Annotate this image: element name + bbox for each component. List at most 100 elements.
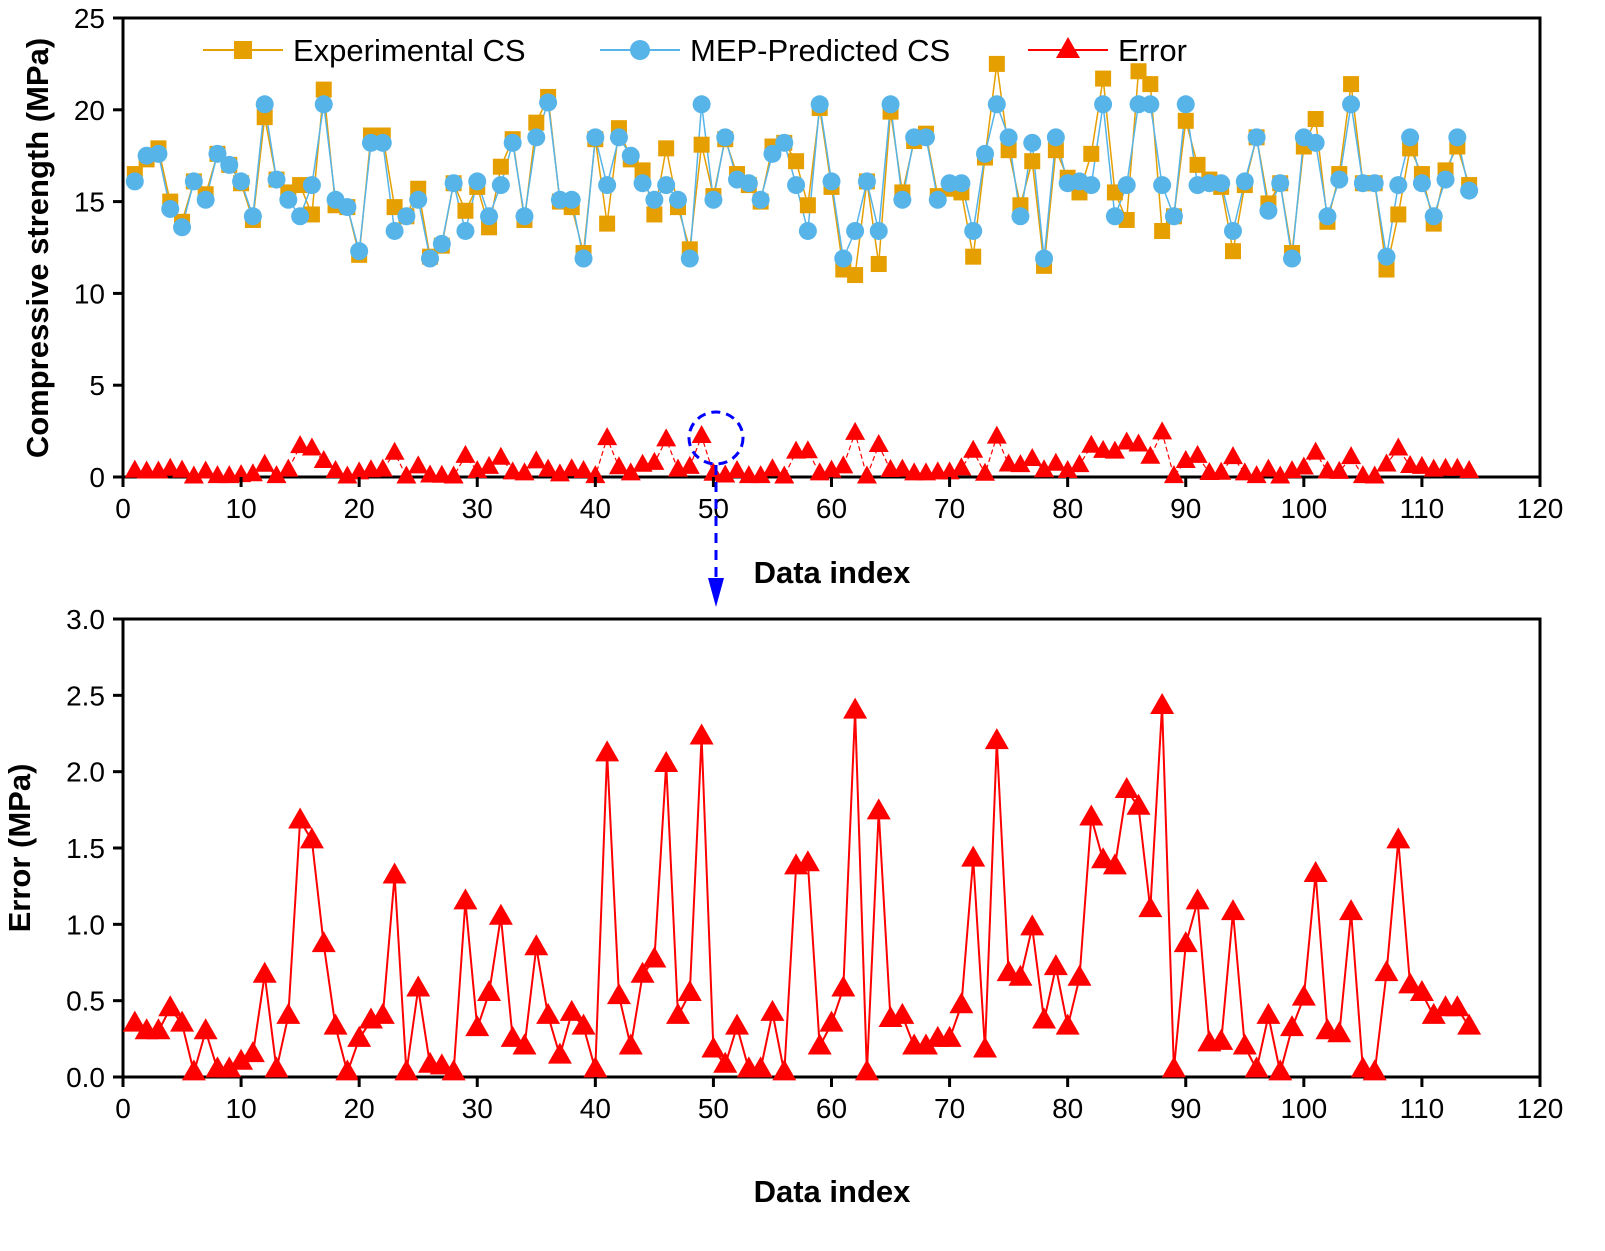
predicted-cs-point [208,144,227,163]
error-point-top [290,435,311,454]
predicted-cs-point [645,190,664,209]
error-point-top [549,463,570,482]
predicted-cs-point [1223,221,1242,240]
top-y-tick-label: 10 [74,278,105,309]
error-point-top [479,455,500,474]
experimental-cs-point [1224,243,1241,260]
bottom-x-tick-label: 120 [1517,1093,1564,1124]
experimental-cs-point [1142,76,1159,93]
error-point-top [750,465,771,484]
predicted-cs-point [515,207,534,226]
predicted-cs-point [1094,95,1113,114]
predicted-cs-point [149,144,168,163]
experimental-cs-point [870,256,887,273]
error-point [1067,964,1092,986]
predicted-cs-point [1365,174,1384,193]
top-x-tick-label: 10 [226,493,257,524]
error-point-top [1163,465,1184,484]
error-point [1398,972,1423,994]
error-point [571,1013,596,1035]
top-plot-frame [121,16,1542,479]
error-point [382,862,407,884]
error-point-top [986,425,1007,444]
experimental-cs-point [1047,142,1064,159]
error-point [1020,914,1045,936]
error-point-top [396,465,417,484]
error-point [276,1002,301,1024]
error-point-top [585,465,606,484]
legend-label-predicted: MEP-Predicted CS [690,33,950,68]
error-point [654,751,679,773]
error-point [323,1013,348,1035]
error-point [595,740,620,762]
error-point [1339,899,1364,921]
top-x-axis-label: Data index [754,555,912,590]
bottom-y-tick-label: 1.5 [66,833,105,864]
error-point-top [715,464,736,483]
experimental-cs-point [1130,63,1147,80]
predicted-cs-point [1283,249,1302,268]
predicted-cs-point [798,221,817,240]
error-point-top [195,460,216,479]
bottom-x-tick-label: 50 [698,1093,729,1124]
error-point-top [573,459,594,478]
predicted-cs-point [857,172,876,191]
top-x-tick-label: 50 [698,493,729,524]
predicted-cs-point [397,207,416,226]
error-point [1421,1002,1446,1024]
error-point-top [1081,434,1102,453]
predicted-cs-point [1306,133,1325,152]
predicted-cs-point [255,95,274,114]
error-point-top [408,455,429,474]
bottom-y-axis-label: Error (MPa) [2,764,37,933]
predicted-cs-point [338,198,357,217]
top-y-tick-label: 5 [89,370,105,401]
error-point [984,728,1009,750]
error-point [725,1013,750,1035]
error-point-top [1305,441,1326,460]
error-point-top [656,428,677,447]
top-x-tick-label: 0 [115,493,131,524]
predicted-cs-point [291,207,310,226]
error-point [536,1002,561,1024]
error-point-top [266,465,287,484]
predicted-cs-point [964,221,983,240]
error-point [772,1059,797,1081]
experimental-cs-point [1000,142,1017,159]
predicted-cs-point [527,128,546,147]
predicted-cs-point [173,218,192,237]
predicted-cs-point [1412,174,1431,193]
predicted-cs-point [350,242,369,261]
predicted-cs-point [952,174,971,193]
top-y-axis-label: Compressive strength (MPa) [20,38,55,458]
error-point [1256,1002,1281,1024]
error-point [547,1042,572,1064]
bottom-x-tick-label: 20 [344,1093,375,1124]
error-point-top [679,455,700,474]
experimental-cs-point [315,81,332,98]
error-point [1327,1021,1352,1043]
error-point [1280,1015,1305,1037]
predicted-cs-point [125,172,144,191]
error-point [311,931,336,953]
experimental-cs-point [847,267,864,284]
error-point [937,1025,962,1047]
predicted-cs-point [692,95,711,114]
error-point [677,980,702,1002]
predicted-cs-point [704,190,723,209]
predicted-cs-point [1342,95,1361,114]
predicted-cs-point [834,249,853,268]
bottom-x-tick-label: 100 [1280,1093,1327,1124]
bottom-y-tick-label: 3.0 [66,604,105,635]
error-point [1220,899,1245,921]
error-point [335,1059,360,1081]
error-point [807,1033,832,1055]
error-point-top [160,457,181,476]
error-point [252,961,277,983]
bottom-x-tick-label: 10 [226,1093,257,1124]
predicted-cs-point [916,128,935,147]
experimental-cs-point [1343,76,1360,93]
error-point [1055,1013,1080,1035]
experimental-cs-line [134,63,1470,277]
predicted-cs-point [1247,128,1266,147]
